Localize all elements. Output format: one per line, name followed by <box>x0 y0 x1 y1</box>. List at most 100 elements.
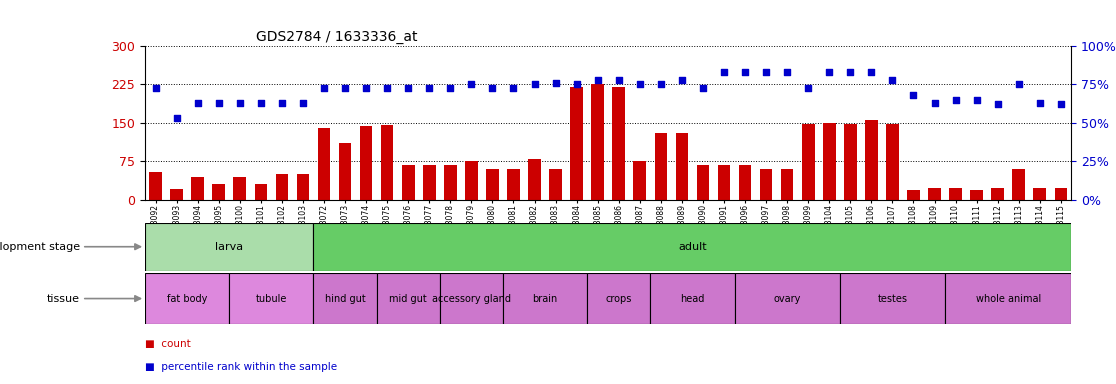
Bar <box>402 165 414 200</box>
Bar <box>150 172 162 200</box>
Bar <box>781 169 793 200</box>
Bar <box>423 165 435 200</box>
Point <box>462 81 480 88</box>
Point <box>757 69 775 75</box>
Bar <box>839 273 945 324</box>
Point <box>715 69 733 75</box>
Bar <box>1055 189 1067 200</box>
Text: hind gut: hind gut <box>325 293 365 304</box>
Point <box>421 84 439 91</box>
Bar <box>145 273 229 324</box>
Point <box>737 69 754 75</box>
Point <box>252 100 270 106</box>
Point <box>400 84 417 91</box>
Point <box>336 84 354 91</box>
Bar <box>734 273 839 324</box>
Point <box>442 84 460 91</box>
Bar <box>739 165 751 200</box>
Text: larva: larva <box>215 242 243 252</box>
Text: brain: brain <box>532 293 558 304</box>
Point <box>968 97 985 103</box>
Bar <box>970 190 983 200</box>
Bar <box>254 184 267 200</box>
Bar <box>444 165 456 200</box>
Point <box>841 69 859 75</box>
Bar <box>359 126 373 200</box>
Bar <box>929 189 941 200</box>
Bar <box>528 159 541 200</box>
Text: tissue: tissue <box>47 293 80 304</box>
Bar <box>907 190 920 200</box>
Bar <box>318 128 330 200</box>
Point <box>526 81 543 88</box>
Bar <box>276 174 288 200</box>
Bar <box>675 133 689 200</box>
Text: mid gut: mid gut <box>389 293 427 304</box>
Bar <box>587 273 651 324</box>
Text: testes: testes <box>877 293 907 304</box>
Point <box>652 81 670 88</box>
Bar <box>591 84 604 200</box>
Point <box>146 84 164 91</box>
Point <box>820 69 838 75</box>
Bar <box>696 165 710 200</box>
Text: tubule: tubule <box>256 293 287 304</box>
Bar <box>570 87 583 200</box>
Bar <box>1033 189 1046 200</box>
Text: accessory gland: accessory gland <box>432 293 511 304</box>
Bar <box>440 273 503 324</box>
Point <box>989 101 1007 108</box>
Point <box>925 100 943 106</box>
Text: GDS2784 / 1633336_at: GDS2784 / 1633336_at <box>257 30 417 44</box>
Point <box>778 69 796 75</box>
Bar <box>802 124 815 200</box>
Point <box>273 100 291 106</box>
Bar <box>613 87 625 200</box>
Bar <box>651 273 734 324</box>
Point <box>315 84 333 91</box>
Point <box>210 100 228 106</box>
Bar <box>339 143 352 200</box>
Point <box>1010 81 1028 88</box>
Text: crops: crops <box>606 293 632 304</box>
Bar <box>145 223 314 271</box>
Bar <box>297 174 309 200</box>
Text: whole animal: whole animal <box>975 293 1041 304</box>
Bar <box>634 161 646 200</box>
Point <box>799 84 817 91</box>
Point <box>167 115 185 121</box>
Bar <box>171 189 183 200</box>
Point <box>547 80 565 86</box>
Point <box>884 77 902 83</box>
Point <box>357 84 375 91</box>
Bar <box>487 169 499 200</box>
Bar <box>314 273 376 324</box>
Bar <box>549 169 562 200</box>
Point <box>631 81 648 88</box>
Point <box>1052 101 1070 108</box>
Bar <box>654 133 667 200</box>
Point <box>568 81 586 88</box>
Bar <box>376 273 440 324</box>
Bar <box>865 120 877 200</box>
Point <box>694 84 712 91</box>
Text: ■  count: ■ count <box>145 339 191 349</box>
Point <box>863 69 881 75</box>
Bar <box>192 177 204 200</box>
Point <box>589 77 607 83</box>
Point <box>504 84 522 91</box>
Text: ovary: ovary <box>773 293 801 304</box>
Point <box>294 100 311 106</box>
Bar <box>465 161 478 200</box>
Bar <box>822 123 836 200</box>
Point <box>378 84 396 91</box>
Point <box>609 77 627 83</box>
Point <box>483 84 501 91</box>
Point <box>946 97 964 103</box>
Point <box>231 100 249 106</box>
Bar <box>945 273 1071 324</box>
Text: ■  percentile rank within the sample: ■ percentile rank within the sample <box>145 362 337 372</box>
Bar <box>229 273 314 324</box>
Bar <box>950 189 962 200</box>
Bar <box>991 189 1004 200</box>
